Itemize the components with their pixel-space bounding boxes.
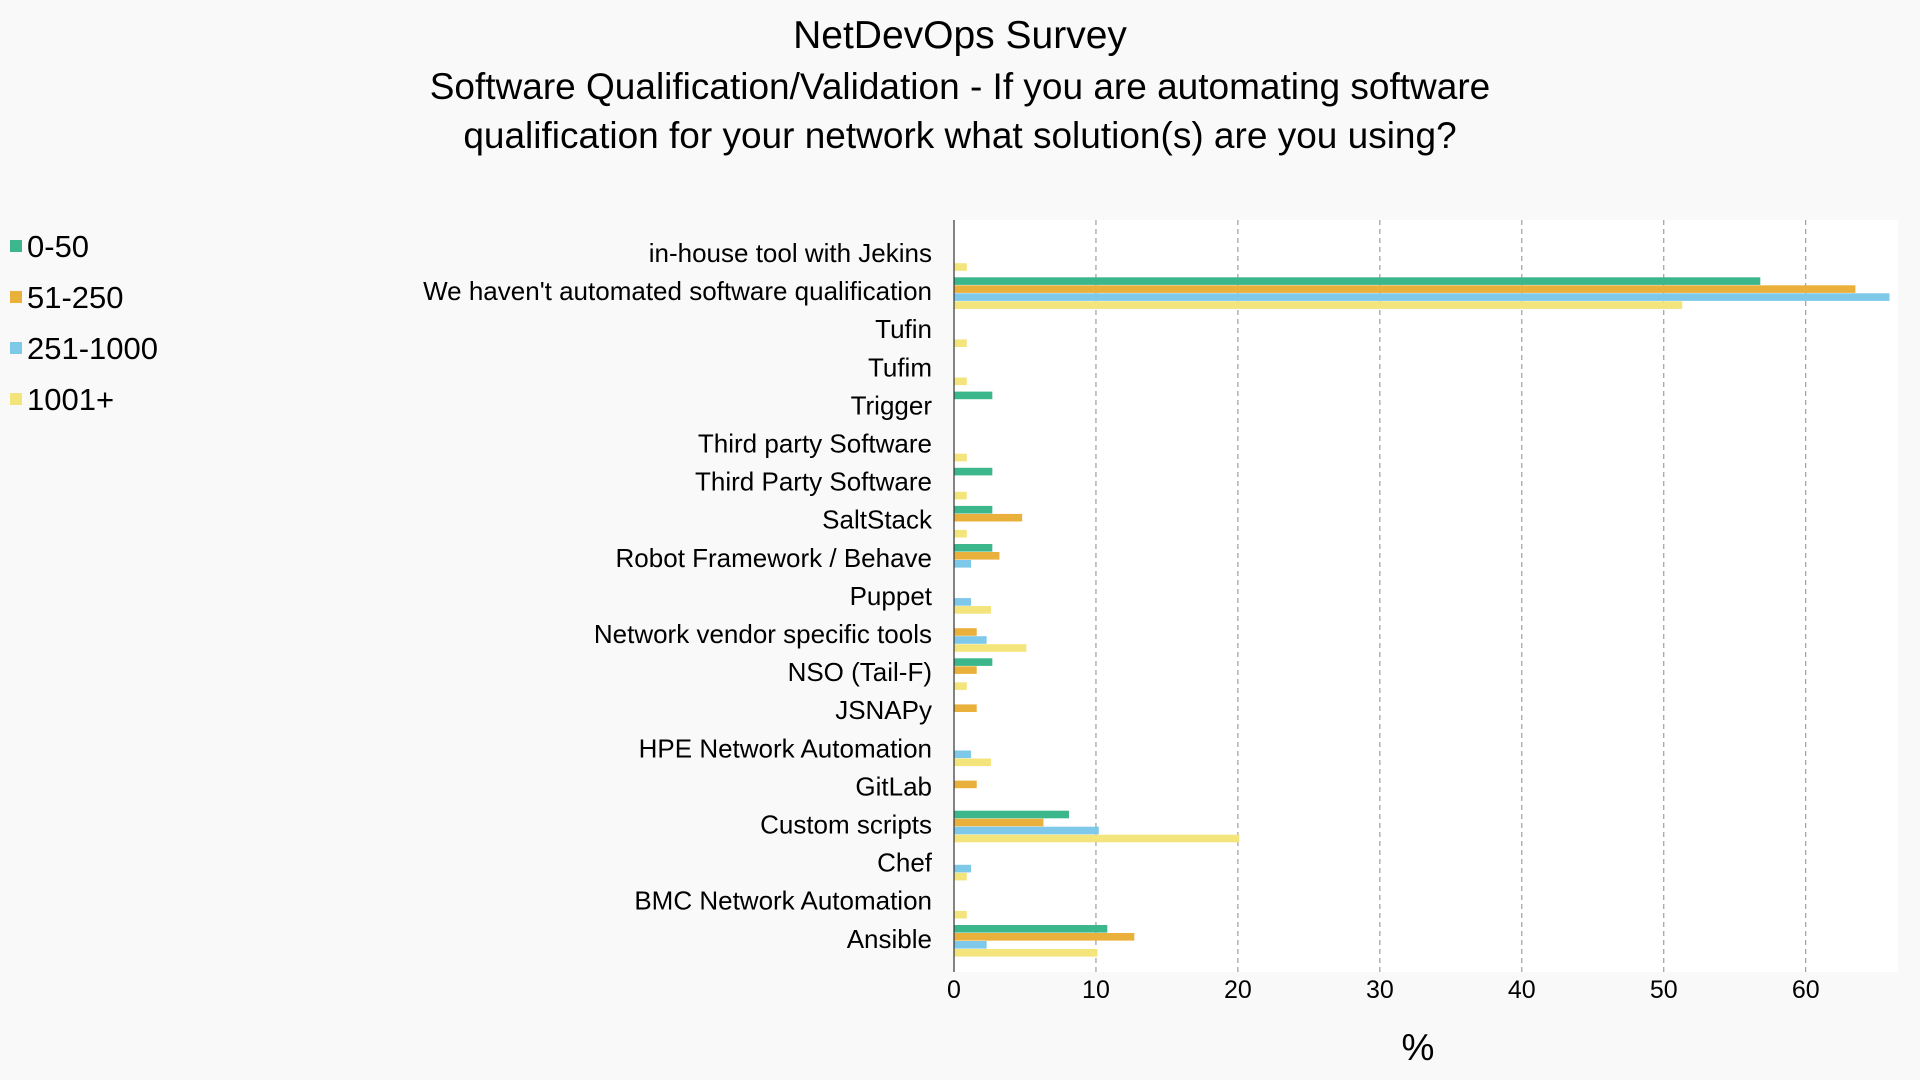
x-tick-label: 30	[1366, 976, 1394, 1004]
category-label: Custom scripts	[760, 810, 932, 840]
bar	[954, 834, 1240, 843]
bar	[954, 949, 1098, 957]
chart-subtitle-line-2: qualification for your network what solu…	[463, 115, 1456, 156]
bar	[954, 704, 977, 712]
category-label: Ansible	[847, 924, 932, 954]
legend: 0-50 51-250 251-1000 1001+	[10, 229, 158, 417]
category-labels: in-house tool with Jekins We haven't auto…	[423, 238, 933, 954]
bar	[954, 780, 977, 789]
bar	[954, 377, 967, 386]
bar	[954, 818, 1044, 827]
category-label: SaltStack	[822, 505, 933, 535]
bar	[954, 941, 987, 949]
bar	[954, 544, 993, 552]
bar	[954, 529, 967, 538]
legend-label: 0-50	[27, 229, 89, 264]
legend-swatch	[10, 291, 22, 303]
bar	[954, 910, 967, 919]
bar	[954, 864, 972, 873]
legend-swatch	[10, 342, 22, 354]
chart-title-group: NetDevOps Survey Software Qualification/…	[430, 14, 1491, 156]
x-tick-label: 50	[1650, 976, 1678, 1004]
bar	[954, 606, 991, 614]
category-label: Third Party Software	[695, 467, 932, 497]
category-label: Third party Software	[698, 429, 932, 459]
x-tick-label: 40	[1508, 976, 1536, 1004]
plot-area	[954, 220, 1898, 972]
bar	[954, 644, 1027, 652]
category-label: GitLab	[855, 771, 932, 801]
bar	[954, 682, 967, 690]
x-tick-label: 20	[1224, 976, 1252, 1004]
category-label: NSO (Tail-F)	[788, 657, 932, 687]
bar	[954, 658, 993, 666]
category-label: Network vendor specific tools	[594, 619, 932, 649]
bar	[954, 277, 1761, 285]
category-label: Robot Framework / Behave	[616, 543, 932, 573]
category-label: Puppet	[850, 581, 933, 611]
bar	[954, 560, 972, 568]
bar	[954, 339, 967, 347]
bar	[954, 293, 1890, 301]
x-tick-label: 60	[1792, 976, 1820, 1004]
category-label: HPE Network Automation	[639, 733, 932, 763]
bar	[954, 826, 1099, 835]
x-tick-label: 10	[1082, 976, 1110, 1004]
bar	[954, 467, 993, 476]
category-label: JSNAPy	[835, 695, 932, 725]
bar	[954, 925, 1108, 933]
x-tick-labels: 0 10 20 30 40 50 60	[947, 976, 1820, 1004]
category-label: BMC Network Automation	[634, 886, 932, 916]
bars	[954, 263, 1890, 957]
chart-title: NetDevOps Survey	[793, 14, 1127, 57]
legend-swatch	[10, 240, 22, 252]
legend-label: 251-1000	[27, 331, 158, 366]
chart-subtitle-line-1: Software Qualification/Validation - If y…	[430, 66, 1491, 107]
bar	[954, 285, 1856, 293]
bar	[954, 301, 1683, 309]
bar	[954, 491, 967, 500]
category-label: in-house tool with Jekins	[649, 238, 932, 268]
bar	[954, 598, 972, 606]
category-label: Trigger	[851, 390, 933, 420]
bar	[954, 750, 972, 759]
bar	[954, 513, 1023, 522]
bar	[954, 810, 1069, 819]
bar	[954, 628, 977, 636]
bar	[954, 505, 993, 514]
bar	[954, 872, 967, 881]
category-label: We haven't automated software qualificat…	[423, 276, 932, 306]
bar	[954, 391, 993, 400]
x-tick-label: 0	[947, 976, 961, 1004]
category-label: Chef	[877, 848, 933, 878]
legend-swatch	[10, 393, 22, 405]
legend-label: 51-250	[27, 280, 124, 315]
bar	[954, 636, 987, 644]
bar	[954, 933, 1135, 941]
category-label: Tufin	[875, 314, 932, 344]
bar	[954, 263, 967, 271]
legend-label: 1001+	[27, 382, 114, 417]
x-axis-label: %	[1402, 1027, 1435, 1068]
bar	[954, 453, 967, 462]
bar	[954, 552, 1000, 560]
bar	[954, 666, 977, 674]
bar	[954, 758, 991, 767]
category-label: Tufim	[868, 352, 932, 382]
